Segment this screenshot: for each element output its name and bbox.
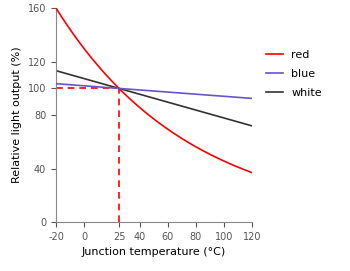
Legend: red, blue, white: red, blue, white <box>261 46 327 102</box>
Y-axis label: Relative light output (%): Relative light output (%) <box>12 47 22 183</box>
X-axis label: Junction temperature (°C): Junction temperature (°C) <box>82 247 226 257</box>
